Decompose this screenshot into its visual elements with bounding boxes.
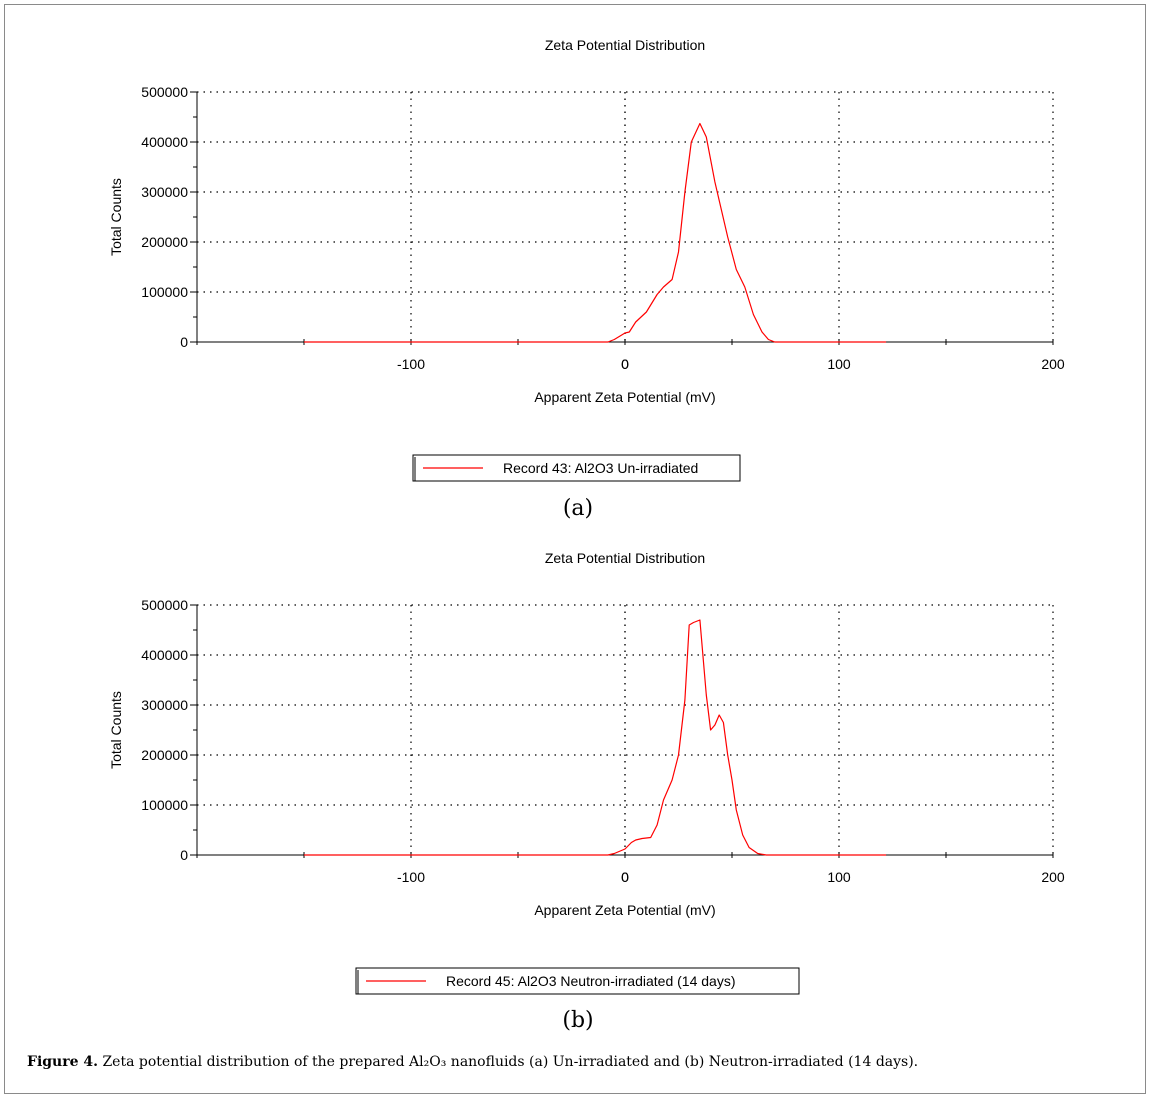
caption-label: Figure 4.: [27, 1054, 98, 1070]
legend-label: Record 43: Al2O3 Un-irradiated: [503, 460, 698, 476]
y-tick-label: 200000: [141, 234, 188, 250]
y-tick-label: 500000: [141, 597, 188, 613]
y-tick-label: 100000: [141, 797, 188, 813]
y-tick-label: 0: [180, 847, 188, 863]
x-tick-label: 100: [827, 356, 851, 372]
legend: Record 43: Al2O3 Un-irradiated: [413, 455, 740, 481]
x-axis-label: Apparent Zeta Potential (mV): [534, 389, 715, 405]
caption-text: Zeta potential distribution of the prepa…: [98, 1054, 918, 1070]
x-tick-label: -100: [397, 356, 425, 372]
legend: Record 45: Al2O3 Neutron-irradiated (14 …: [356, 968, 799, 994]
figure-svg: Zeta Potential Distribution-100 0 100 20000…: [5, 5, 1147, 1095]
y-tick-label: 0: [180, 334, 188, 350]
y-tick-label: 400000: [141, 134, 188, 150]
x-tick-label: 200: [1041, 869, 1065, 885]
x-tick-label: 200: [1041, 356, 1065, 372]
y-tick-label: 200000: [141, 747, 188, 763]
y-tick-label: 300000: [141, 697, 188, 713]
series-line: [304, 620, 886, 855]
series-line: [304, 124, 886, 343]
y-axis-label: Total Counts: [108, 691, 124, 769]
y-tick-label: 400000: [141, 647, 188, 663]
chart-panel-a: Zeta Potential Distribution -100 0 100 20000…: [108, 37, 1065, 521]
chart-title: Zeta Potential Distribution: [545, 37, 705, 53]
x-tick-label-zero: 0: [621, 869, 629, 885]
x-tick-label-zero: 0: [621, 356, 629, 372]
x-axis-label: Apparent Zeta Potential (mV): [534, 902, 715, 918]
panel-label: (a): [563, 496, 593, 521]
y-tick-label: 300000: [141, 184, 188, 200]
y-tick-label: 100000: [141, 284, 188, 300]
panel-label: (b): [562, 1008, 593, 1033]
legend-label: Record 45: Al2O3 Neutron-irradiated (14 …: [446, 973, 735, 989]
figure-caption: Figure 4. Zeta potential distribution of…: [27, 1054, 1137, 1070]
chart-title: Zeta Potential Distribution: [545, 550, 705, 566]
x-tick-label: 100: [827, 869, 851, 885]
chart-panel-b: Zeta Potential Distribution -100 0 100 20000…: [108, 550, 1065, 1033]
y-axis-label: Total Counts: [108, 178, 124, 256]
y-tick-label: 500000: [141, 84, 188, 100]
figure-frame: Zeta Potential Distribution -100 0 100 200 0 0…: [4, 4, 1146, 1094]
x-tick-label: -100: [397, 869, 425, 885]
